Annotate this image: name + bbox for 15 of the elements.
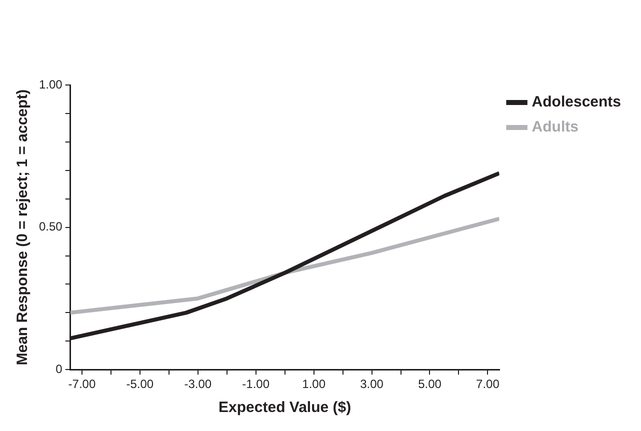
legend-label: Adults [532,118,578,136]
legend-label: Adolescents [532,94,622,111]
x-tick-label: 5.00 [418,377,442,392]
x-tick-label: 1.00 [302,377,326,392]
x-tick-label: 7.00 [476,377,500,392]
x-tick-label: -3.00 [184,377,212,392]
y-tick-label: 0 [56,362,63,376]
x-tick-label: 3.00 [360,377,384,392]
y-tick-label: 0.50 [38,220,63,234]
x-tick-label: -5.00 [126,377,154,392]
x-tick-label: -1.00 [242,377,270,392]
x-axis-title: Expected Value ($) [218,399,352,416]
x-tick-label: -7.00 [68,377,96,392]
y-axis-title: Mean Response (0 = reject; 1 = accept) [14,89,32,366]
y-tick-label: 1.00 [38,77,63,92]
